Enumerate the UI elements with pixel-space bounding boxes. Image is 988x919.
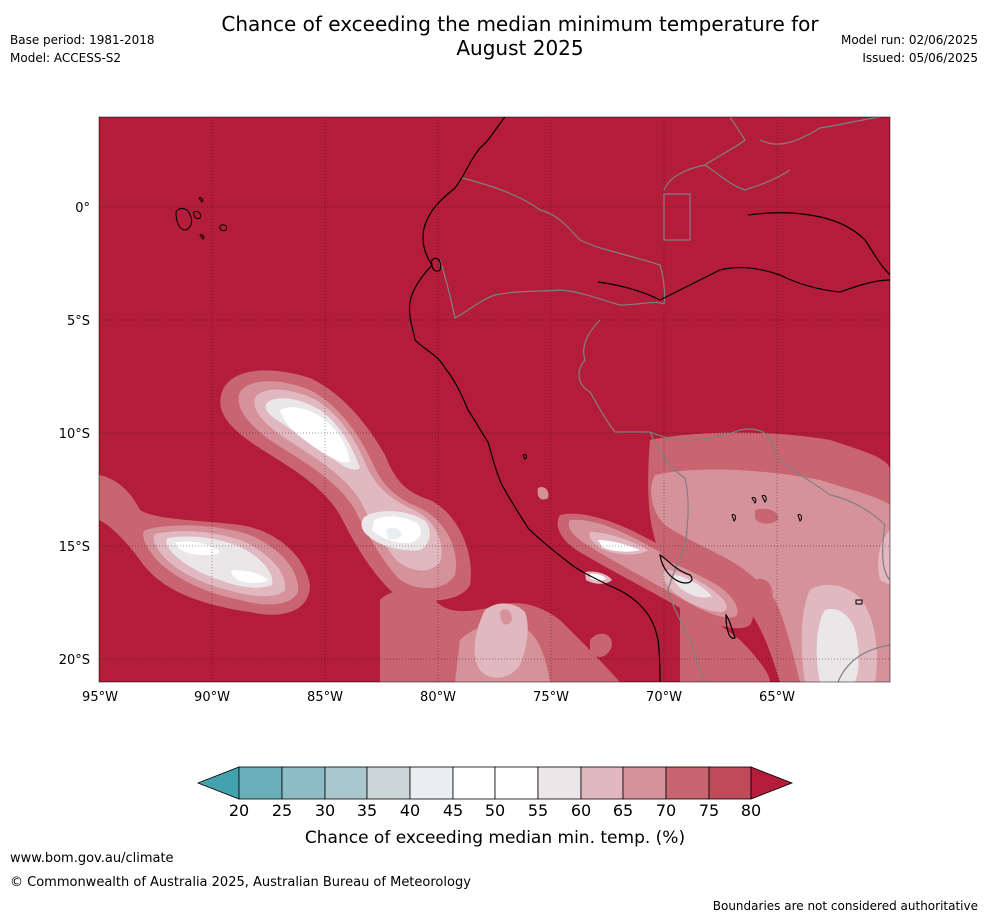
lon-label-75w: 75°W	[533, 690, 569, 705]
lon-label-65w: 65°W	[759, 690, 795, 705]
contour-blob-south	[380, 590, 770, 682]
title-line-1: Chance of exceeding the median minimum t…	[221, 12, 819, 36]
colorbar-swatch-75-80	[708, 766, 752, 800]
meta-right: Model run: 02/06/2025 Issued: 05/06/2025	[841, 31, 978, 67]
lon-label-90w: 90°W	[194, 690, 230, 705]
model-run: Model run: 02/06/2025	[840, 33, 978, 47]
contour-blob-west	[99, 475, 310, 615]
lon-label-85w: 85°W	[307, 690, 343, 705]
lat-label-0: 0°	[75, 201, 90, 216]
map-frame	[98, 116, 891, 683]
colorbar-swatch-45-50	[452, 766, 496, 800]
colorbar-tick-65: 65	[613, 801, 633, 820]
colorbar-tick-25: 25	[272, 801, 292, 820]
colorbar-tick-75: 75	[699, 801, 719, 820]
galapagos-islands	[175, 197, 227, 240]
colorbar-swatch-35-40	[366, 766, 411, 800]
lat-label-15s: 15°S	[59, 540, 90, 555]
colorbar-swatch-40-45	[409, 766, 454, 800]
issued-date: Issued: 05/06/2025	[862, 51, 978, 65]
colorbar-swatch-70-75	[665, 766, 710, 800]
map-panel	[99, 117, 890, 682]
colorbar-arrow-right	[750, 766, 794, 800]
colorbar-tick-40: 40	[400, 801, 420, 820]
country-borders	[439, 117, 890, 682]
colorbar-swatch-65-70	[622, 766, 667, 800]
title-line-2: August 2025	[456, 36, 584, 60]
lat-label-10s: 10°S	[59, 427, 90, 442]
latitude-labels: 0° 5°S 10°S 15°S 20°S	[59, 201, 90, 668]
colorbar: 20 25 30 35 40 45 50 55 60 65 70 75 80 C…	[196, 766, 794, 848]
footer-copyright: © Commonwealth of Australia 2025, Austra…	[10, 875, 471, 890]
colorbar-tick-50: 50	[485, 801, 505, 820]
gridlines	[99, 117, 890, 682]
colorbar-swatch-25-30	[281, 766, 326, 800]
colorbar-swatch-30-35	[324, 766, 368, 800]
contour-blob-northwest	[220, 370, 471, 601]
footer-url[interactable]: www.bom.gov.au/climate	[10, 851, 174, 866]
footer-boundaries-note: Boundaries are not considered authoritat…	[712, 899, 978, 913]
lon-label-80w: 80°W	[420, 690, 456, 705]
contour-blob-coastal	[537, 487, 754, 657]
colorbar-tick-45: 45	[443, 801, 463, 820]
colorbar-tick-80: 80	[741, 801, 761, 820]
colorbar-swatch-60-65	[580, 766, 624, 800]
colorbar-title: Chance of exceeding median min. temp. (%…	[305, 828, 685, 848]
model-name: Model: ACCESS-S2	[10, 51, 122, 65]
colorbar-tick-60: 60	[571, 801, 591, 820]
lon-label-70w: 70°W	[646, 690, 682, 705]
colorbar-tick-20: 20	[229, 801, 249, 820]
colorbar-tick-70: 70	[656, 801, 676, 820]
colorbar-tick-55: 55	[528, 801, 548, 820]
colorbar-swatch-55-60	[537, 766, 582, 800]
colorbar-tick-30: 30	[315, 801, 335, 820]
map-title: Chance of exceeding the median minimum t…	[170, 12, 870, 60]
lon-label-95w: 95°W	[82, 690, 118, 705]
lat-label-20s: 20°S	[59, 653, 90, 668]
longitude-labels: 95°W 90°W 85°W 80°W 75°W 70°W 65°W	[82, 690, 795, 705]
lakes	[522, 454, 863, 605]
coastline	[408, 117, 890, 682]
colorbar-swatch-50-55	[494, 766, 539, 800]
meta-left: Base period: 1981-2018 Model: ACCESS-S2	[10, 31, 155, 67]
colorbar-arrow-left	[196, 766, 240, 800]
base-period: Base period: 1981-2018	[10, 33, 155, 47]
colorbar-swatch-20-25	[238, 766, 283, 800]
lat-label-5s: 5°S	[67, 314, 90, 329]
colorbar-tick-35: 35	[357, 801, 377, 820]
